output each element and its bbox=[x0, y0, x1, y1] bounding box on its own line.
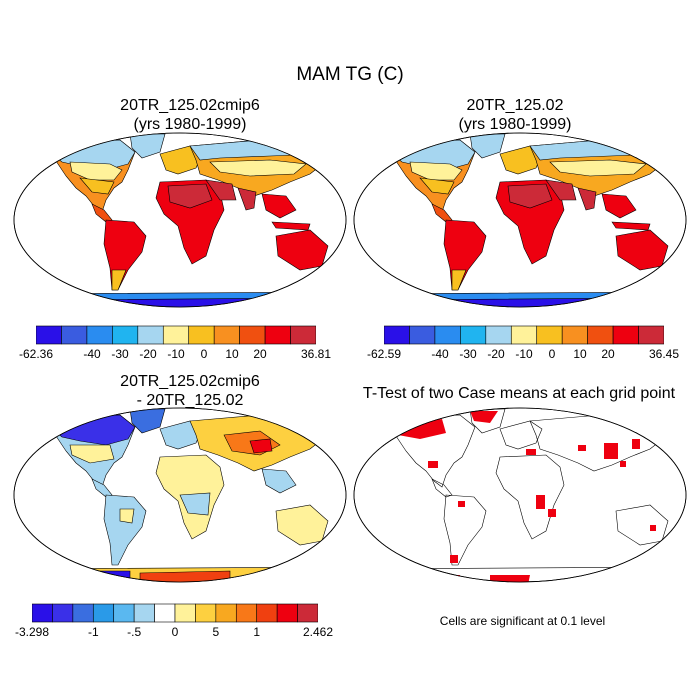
colorbar-cell bbox=[162, 325, 190, 345]
colorbar-tick-label: -3.298 bbox=[14, 625, 50, 639]
colorbar-cell bbox=[297, 603, 318, 623]
significance-note: Cells are significant at 0.1 level bbox=[439, 614, 606, 628]
colorbar-1 bbox=[36, 325, 316, 345]
colorbar-cell bbox=[510, 325, 538, 345]
colorbar-cell bbox=[256, 603, 278, 623]
colorbar-tick-label: 10 bbox=[225, 347, 239, 361]
colorbar-tick-label: -.5 bbox=[127, 625, 142, 639]
colorbar-cell bbox=[612, 325, 639, 345]
colorbar-tick-label: 0 bbox=[171, 625, 179, 639]
colorbar-tick-label: -62.36 bbox=[18, 347, 54, 361]
colorbar-cell bbox=[32, 603, 53, 623]
colorbar-cell bbox=[561, 325, 588, 345]
colorbar-cell bbox=[213, 325, 240, 345]
colorbar-tick-label: 36.45 bbox=[648, 347, 680, 361]
map-panel-4 bbox=[353, 407, 687, 583]
colorbar-cell bbox=[276, 603, 298, 623]
colorbar-tick-label: -30 bbox=[111, 347, 129, 361]
colorbar-tick-label: 36.81 bbox=[300, 347, 332, 361]
colorbar-cell bbox=[290, 325, 316, 345]
colorbar-tick-label: -1 bbox=[87, 625, 99, 639]
colorbar-cell bbox=[264, 325, 291, 345]
colorbar-cell bbox=[137, 325, 164, 345]
map-panel-1 bbox=[13, 132, 347, 308]
colorbar-tick-label: 2.462 bbox=[302, 625, 334, 639]
colorbar-cell bbox=[239, 325, 266, 345]
colorbar-cell bbox=[384, 325, 410, 345]
colorbar-tick-label: -20 bbox=[487, 347, 505, 361]
colorbar-cell bbox=[536, 325, 563, 345]
colorbar-cell bbox=[36, 325, 62, 345]
colorbar-tick-label: -30 bbox=[459, 347, 477, 361]
colorbar-cell bbox=[61, 325, 88, 345]
colorbar-cell bbox=[86, 325, 113, 345]
colorbar-cell bbox=[154, 603, 176, 623]
colorbar-tick-label: -10 bbox=[515, 347, 533, 361]
colorbar-tick-label: 1 bbox=[253, 625, 261, 639]
colorbar-tick-label: 5 bbox=[212, 625, 220, 639]
colorbar-cell bbox=[133, 603, 155, 623]
colorbar-tick-label: 0 bbox=[548, 347, 556, 361]
colorbar-cell bbox=[409, 325, 436, 345]
colorbar-cell bbox=[174, 603, 196, 623]
colorbar-3 bbox=[32, 603, 318, 623]
colorbar-tick-label: 20 bbox=[253, 347, 267, 361]
panel2-title: 20TR_125.02 (yrs 1980-1999) bbox=[458, 97, 572, 133]
colorbar-tick-label: 0 bbox=[200, 347, 208, 361]
colorbar-cell bbox=[188, 325, 215, 345]
colorbar-cell bbox=[112, 325, 139, 345]
colorbar-cell bbox=[52, 603, 74, 623]
colorbar-tick-label: 10 bbox=[573, 347, 587, 361]
colorbar-2 bbox=[384, 325, 664, 345]
map-panel-2 bbox=[353, 132, 687, 308]
colorbar-tick-label: -40 bbox=[83, 347, 101, 361]
panel1-title: 20TR_125.02cmip6 (yrs 1980-1999) bbox=[120, 97, 260, 133]
map-panel-3 bbox=[13, 407, 347, 583]
panel3-title: 20TR_125.02cmip6- 20TR_125.02 bbox=[120, 373, 260, 409]
colorbar-cell bbox=[113, 603, 135, 623]
colorbar-cell bbox=[638, 325, 664, 345]
figure-title: MAM TG (C) bbox=[296, 64, 404, 85]
colorbar-cell bbox=[215, 603, 237, 623]
colorbar-cell bbox=[235, 603, 258, 623]
colorbar-cell bbox=[485, 325, 512, 345]
colorbar-cell bbox=[460, 325, 487, 345]
colorbar-tick-label: -62.59 bbox=[366, 347, 402, 361]
colorbar-tick-label: -20 bbox=[139, 347, 157, 361]
colorbar-cell bbox=[195, 603, 217, 623]
colorbar-cell bbox=[434, 325, 461, 345]
colorbar-tick-label: -40 bbox=[431, 347, 449, 361]
colorbar-cell bbox=[92, 603, 115, 623]
colorbar-cell bbox=[587, 325, 614, 345]
colorbar-cell bbox=[72, 603, 94, 623]
colorbar-tick-label: -10 bbox=[167, 347, 185, 361]
panel4-title: T-Test of two Case means at each grid po… bbox=[362, 385, 676, 402]
colorbar-tick-label: 20 bbox=[601, 347, 615, 361]
